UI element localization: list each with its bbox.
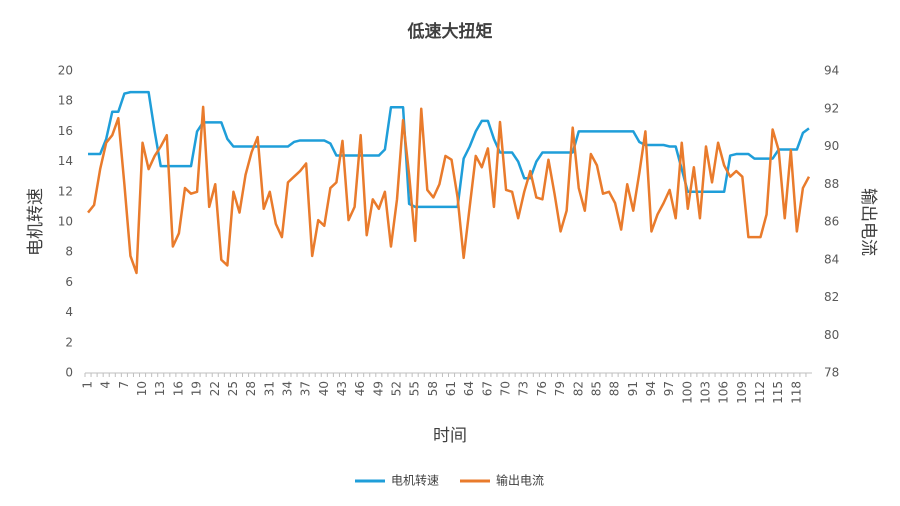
- x-tick-label: 97: [662, 381, 676, 396]
- x-tick-label: 79: [553, 381, 567, 396]
- x-tick-label: 103: [698, 381, 712, 404]
- y2-tick-label: 82: [824, 290, 839, 304]
- x-tick-label: 10: [135, 381, 149, 396]
- y-tick-label: 4: [65, 305, 73, 319]
- x-tick-label: 43: [335, 381, 349, 396]
- y-tick-label: 18: [58, 94, 73, 108]
- x-tick-label: 40: [317, 381, 331, 396]
- x-tick-label: 118: [789, 381, 803, 404]
- y-tick-label: 20: [58, 64, 73, 78]
- y-tick-label: 12: [58, 184, 73, 198]
- x-tick-label: 49: [371, 381, 385, 396]
- x-tick-label: 112: [753, 381, 767, 404]
- x-tick-label: 13: [153, 381, 167, 396]
- x-tick-label: 61: [444, 381, 458, 396]
- y2-axis-title: 输出电流: [858, 188, 878, 256]
- y2-tick-label: 80: [824, 328, 839, 342]
- x-tick-label: 52: [390, 381, 404, 396]
- y-tick-label: 6: [65, 275, 73, 289]
- x-tick-label: 94: [644, 381, 658, 396]
- chart-title: 低速大扭矩: [407, 21, 493, 42]
- x-tick-label: 67: [480, 381, 494, 396]
- y2-tick-label: 86: [824, 215, 839, 229]
- y-axis-title: 电机转速: [26, 188, 46, 256]
- x-tick-label: 70: [499, 381, 513, 396]
- x-tick-label: 25: [226, 381, 240, 396]
- y2-tick-label: 92: [824, 101, 839, 115]
- x-tick-label: 7: [117, 381, 131, 389]
- x-tick-label: 88: [608, 381, 622, 396]
- x-tick-label: 76: [535, 381, 549, 396]
- x-tick-label: 34: [280, 381, 294, 396]
- x-tick-label: 16: [171, 381, 185, 396]
- y-tick-label: 16: [58, 124, 73, 138]
- y-tick-label: 14: [58, 154, 73, 168]
- x-tick-label: 73: [517, 381, 531, 396]
- y2-tick-label: 78: [824, 366, 839, 380]
- x-tick-label: 4: [99, 381, 113, 389]
- x-tick-label: 64: [462, 381, 476, 396]
- y2-tick-label: 94: [824, 64, 839, 78]
- x-tick-label: 115: [771, 381, 785, 404]
- y-tick-label: 10: [58, 215, 73, 229]
- x-tick-label: 46: [353, 381, 367, 396]
- x-tick-label: 1: [81, 381, 95, 389]
- x-tick-label: 31: [262, 381, 276, 396]
- series-line: [88, 90, 810, 209]
- y2-tick-label: 90: [824, 139, 839, 153]
- y2-tick-label: 84: [824, 252, 839, 266]
- x-tick-label: 85: [589, 381, 603, 396]
- y2-tick-label: 88: [824, 177, 839, 191]
- x-tick-label: 82: [571, 381, 585, 396]
- y-tick-label: 8: [65, 245, 73, 259]
- x-axis-title: 时间: [433, 426, 467, 446]
- x-tick-label: 55: [408, 381, 422, 396]
- x-tick-label: 19: [190, 381, 204, 396]
- x-tick-label: 91: [626, 381, 640, 396]
- x-tick-label: 106: [717, 381, 731, 404]
- x-tick-label: 100: [680, 381, 694, 404]
- x-tick-label: 37: [299, 381, 313, 396]
- legend-label: 输出电流: [496, 473, 544, 488]
- series-line: [87, 105, 811, 275]
- x-tick-label: 22: [208, 381, 222, 396]
- x-tick-label: 109: [735, 381, 749, 404]
- y-tick-label: 0: [65, 366, 73, 380]
- legend-label: 电机转速: [391, 473, 439, 488]
- x-tick-label: 28: [244, 381, 258, 396]
- x-tick-label: 58: [426, 381, 440, 396]
- y-tick-label: 2: [65, 335, 73, 349]
